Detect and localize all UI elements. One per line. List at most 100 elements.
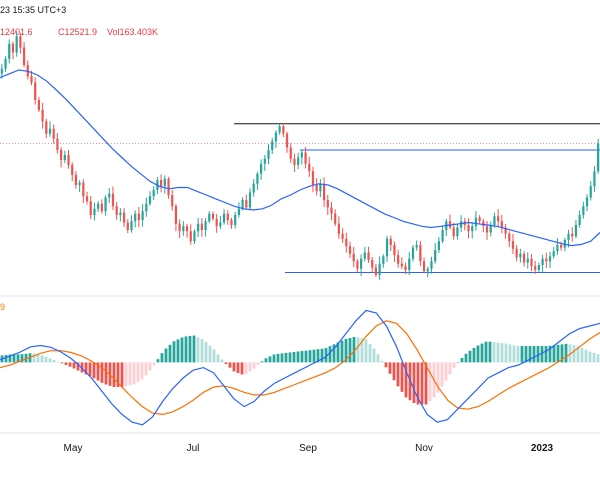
macd-histogram-bar xyxy=(208,345,212,363)
candle-body xyxy=(408,258,411,270)
macd-histogram-bar xyxy=(528,346,532,363)
candle-body xyxy=(500,221,503,228)
macd-histogram-bar xyxy=(84,362,88,375)
macd-histogram-bar xyxy=(568,344,572,363)
candle-body xyxy=(415,245,418,248)
macd-histogram-bar xyxy=(116,362,120,387)
macd-histogram-bar xyxy=(296,351,300,363)
macd-histogram-bar xyxy=(144,362,148,376)
macd-histogram-bar xyxy=(496,342,500,363)
candle-body xyxy=(482,221,485,227)
candle-body xyxy=(374,267,378,275)
candle-body xyxy=(348,246,352,254)
macd-histogram-bar xyxy=(592,352,596,363)
candle-body xyxy=(30,76,33,83)
macd-histogram-bar xyxy=(448,362,452,375)
candle-body xyxy=(89,201,92,215)
macd-histogram-bar xyxy=(320,348,324,363)
candle-body xyxy=(60,150,63,160)
candle-body xyxy=(252,183,255,193)
candle-body xyxy=(267,150,270,159)
candle-body xyxy=(341,233,344,239)
macd-histogram-bar xyxy=(368,344,372,363)
candle-body xyxy=(171,195,174,207)
candle-body xyxy=(289,147,292,159)
candle-body xyxy=(56,138,59,150)
macd-histogram-bar xyxy=(124,362,128,387)
candle-body xyxy=(260,163,263,174)
macd-histogram-bar xyxy=(552,345,556,363)
macd-histogram-bar xyxy=(52,359,56,363)
macd-histogram-bar xyxy=(200,339,204,363)
candle-body xyxy=(300,152,303,158)
macd-histogram-bar xyxy=(24,353,28,363)
candle-body xyxy=(426,268,429,272)
candle-body xyxy=(478,217,481,222)
candle-body xyxy=(145,203,148,212)
macd-histogram-bar xyxy=(516,346,520,363)
time-axis-tick-label: Sep xyxy=(299,443,317,454)
candle-body xyxy=(293,158,296,165)
macd-histogram-bar xyxy=(8,354,12,363)
macd-histogram-bar xyxy=(16,354,20,363)
macd-histogram-bar xyxy=(248,362,252,372)
macd-histogram-bar xyxy=(584,349,588,363)
candle-body xyxy=(363,252,366,259)
candle-body xyxy=(334,213,337,224)
macd-histogram-bar xyxy=(100,362,104,383)
candle-body xyxy=(571,233,574,237)
candle-body xyxy=(548,256,552,262)
candle-body xyxy=(278,126,281,133)
macd-histogram-bar xyxy=(372,348,376,363)
candle-body xyxy=(263,158,266,164)
candle-body xyxy=(585,197,589,207)
macd-histogram-bar xyxy=(48,358,52,363)
macd-histogram-bar xyxy=(128,362,132,386)
candle-body xyxy=(189,231,192,242)
macd-histogram-bar xyxy=(356,337,360,363)
macd-line xyxy=(0,309,600,426)
macd-histogram-bar xyxy=(452,362,456,368)
macd-histogram-bar xyxy=(316,349,320,363)
macd-histogram-bar xyxy=(164,348,168,363)
candle-body xyxy=(230,220,233,225)
macd-histogram-bar xyxy=(352,337,356,363)
macd-histogram-bar xyxy=(132,362,136,385)
macd-histogram-bar xyxy=(460,357,464,363)
macd-histogram-bar xyxy=(192,335,196,363)
candle-body xyxy=(234,215,237,225)
macd-histogram-bar xyxy=(360,338,364,363)
price-pane[interactable] xyxy=(0,31,600,280)
macd-histogram-bar xyxy=(268,356,272,363)
macd-histogram-bar xyxy=(384,362,388,368)
macd-histogram-bar xyxy=(260,361,264,363)
candle-body xyxy=(419,245,422,262)
macd-histogram-bar xyxy=(524,346,528,363)
macd-histogram-bar xyxy=(56,361,60,363)
macd-histogram-bar xyxy=(240,362,244,375)
macd-histogram-bar xyxy=(484,341,488,363)
macd-header-value: 9 xyxy=(0,302,6,312)
candle-body xyxy=(297,157,300,165)
candle-body xyxy=(200,223,203,230)
candle-body xyxy=(393,245,396,255)
macd-pane[interactable] xyxy=(0,309,600,426)
macd-histogram-bar xyxy=(324,348,328,363)
candle-body xyxy=(245,200,248,208)
candle-body xyxy=(215,218,218,227)
candle-body xyxy=(400,263,403,267)
candle-body xyxy=(337,223,340,234)
macd-histogram-bar xyxy=(264,358,268,363)
candle-body xyxy=(119,212,122,215)
macd-histogram-bar xyxy=(476,345,480,363)
macd-histogram-bar xyxy=(440,362,444,387)
candle-body xyxy=(122,212,126,223)
macd-histogram-bar xyxy=(376,354,380,363)
candle-body xyxy=(63,155,66,160)
macd-histogram-bar xyxy=(520,346,524,363)
macd-histogram-bar xyxy=(4,354,8,363)
macd-histogram-bar xyxy=(92,362,96,379)
macd-histogram-bar xyxy=(160,353,164,363)
macd-histogram-bar xyxy=(224,362,228,365)
